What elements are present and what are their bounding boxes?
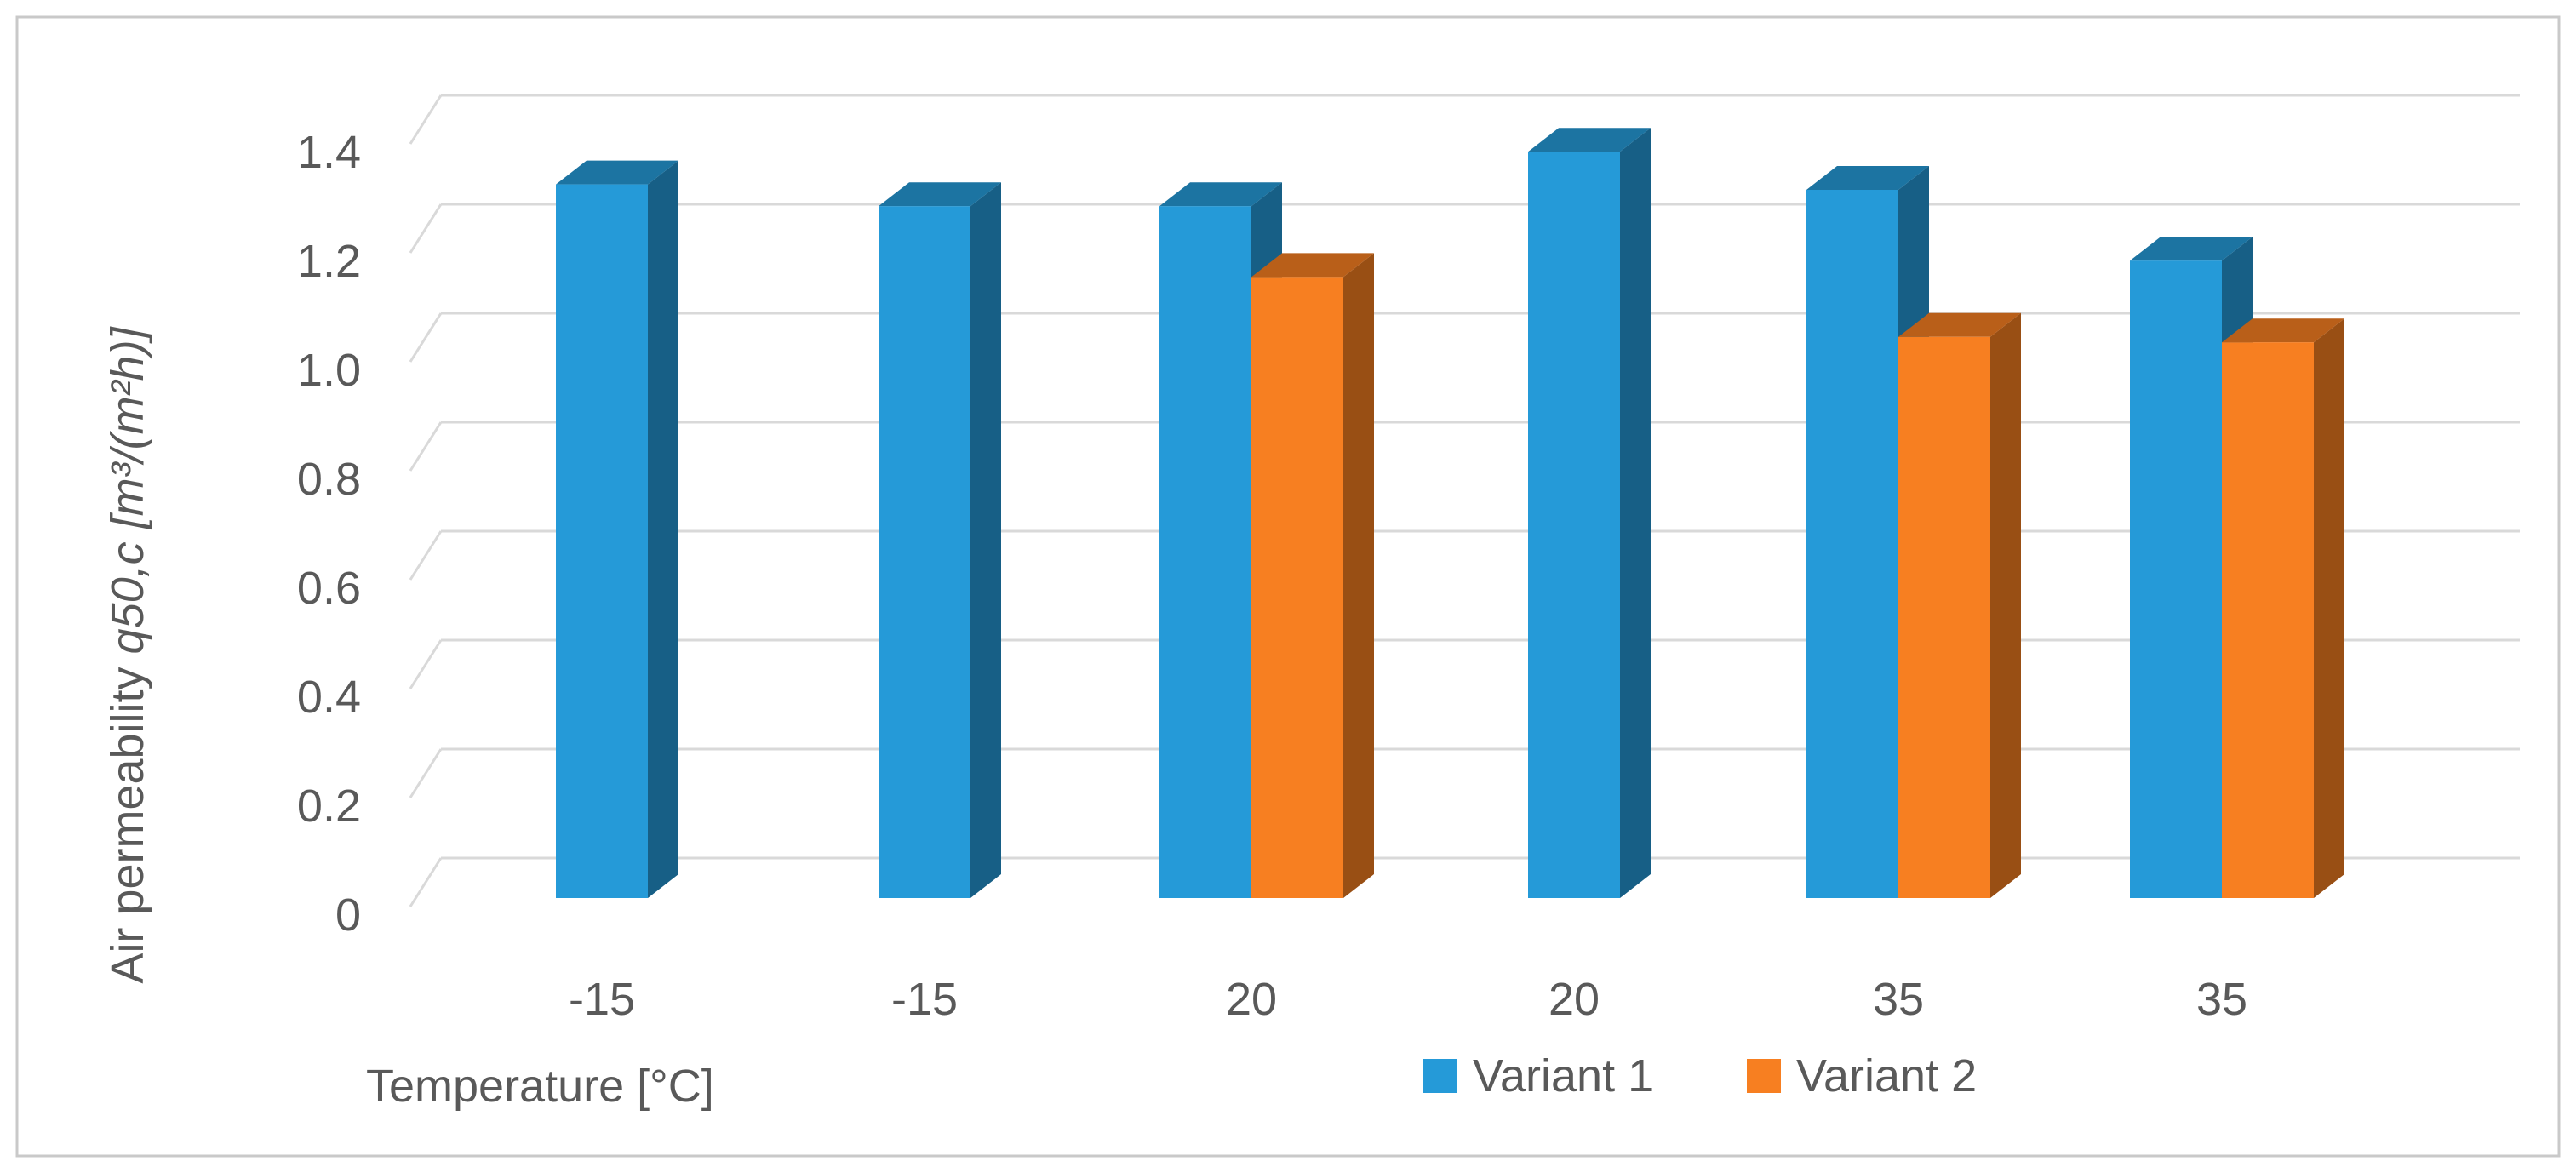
bar-variant-1-0 (556, 160, 678, 899)
legend-label-variant-1: Variant 1 (1473, 1050, 1653, 1101)
legend-label-variant-2: Variant 2 (1796, 1050, 1977, 1101)
bar-variant-1-1 (879, 182, 1001, 898)
gridline-diagonal (409, 857, 443, 907)
x-axis-title: Temperature [°C] (366, 1061, 714, 1112)
x-tick-label: 35 (2196, 974, 2247, 1025)
bar-front (556, 184, 648, 899)
bar-top (556, 160, 678, 185)
bar-front (1806, 190, 1898, 898)
y-tick-label: 0.6 (297, 563, 361, 614)
bar-side (1343, 253, 1374, 898)
bar-variant-2-2 (1251, 253, 1374, 898)
bar-variant-2-4 (1898, 312, 2021, 898)
gridline-diagonal (409, 421, 443, 472)
gridline-diagonal (409, 203, 443, 254)
gridline-diagonal (409, 530, 443, 581)
gridline-diagonal (409, 639, 443, 689)
bars (556, 128, 2344, 899)
bar-front (1898, 336, 1990, 898)
y-tick-label: 1.0 (297, 345, 361, 396)
bar-side (648, 160, 678, 899)
bar-front (2222, 342, 2314, 898)
gridline-diagonal (409, 748, 443, 798)
bar-variant-2-5 (2222, 318, 2344, 898)
y-axis-ticks: 0 0.2 0.4 0.6 0.8 1.0 1.2 1.4 (297, 127, 361, 941)
x-tick-label: 35 (1873, 974, 1924, 1025)
bar-top (2222, 318, 2344, 343)
bar-front (1528, 152, 1620, 898)
x-tick-label: -15 (891, 974, 958, 1025)
bar-top (879, 182, 1001, 207)
y-tick-label: 0.4 (297, 672, 361, 723)
legend-swatch-variant-1 (1423, 1059, 1457, 1093)
bar-variant-1-3 (1528, 128, 1651, 898)
y-axis-title-text: Air permeability (102, 654, 153, 983)
y-axis-title: Air permeability q50,c [m³/(m²h)] (102, 325, 153, 983)
y-tick-label: 0 (335, 890, 361, 941)
gridline-diagonal (409, 94, 443, 145)
bar-side (2314, 318, 2344, 898)
x-tick-label: 20 (1226, 974, 1277, 1025)
bar-top (1251, 253, 1374, 278)
y-tick-label: 0.8 (297, 454, 361, 505)
bar-front (1251, 277, 1343, 898)
x-axis-ticks: -15 -15 20 20 35 35 (569, 974, 2247, 1025)
y-tick-label: 1.4 (297, 127, 361, 178)
bar-side (970, 182, 1001, 898)
x-tick-label: -15 (569, 974, 635, 1025)
chart-border (15, 15, 2561, 1158)
y-axis-title-italic: q50,c [m³/(m²h)] (102, 325, 153, 654)
bar-front (1159, 206, 1251, 898)
gridline-diagonal (409, 312, 443, 363)
bar-top (1898, 312, 2021, 337)
bar-top (1159, 182, 1282, 207)
bar-top (1528, 128, 1651, 152)
bar-top (2130, 237, 2253, 261)
bar-front (879, 206, 970, 898)
bar-front (2130, 260, 2222, 898)
bar-side (1620, 128, 1651, 898)
bar-top (1806, 166, 1929, 190)
x-tick-label: 20 (1548, 974, 1600, 1025)
legend: Variant 1 Variant 2 (1423, 1050, 1977, 1101)
bar-side (1990, 312, 2021, 898)
y-tick-label: 0.2 (297, 781, 361, 832)
legend-swatch-variant-2 (1747, 1059, 1781, 1093)
y-tick-label: 1.2 (297, 236, 361, 287)
